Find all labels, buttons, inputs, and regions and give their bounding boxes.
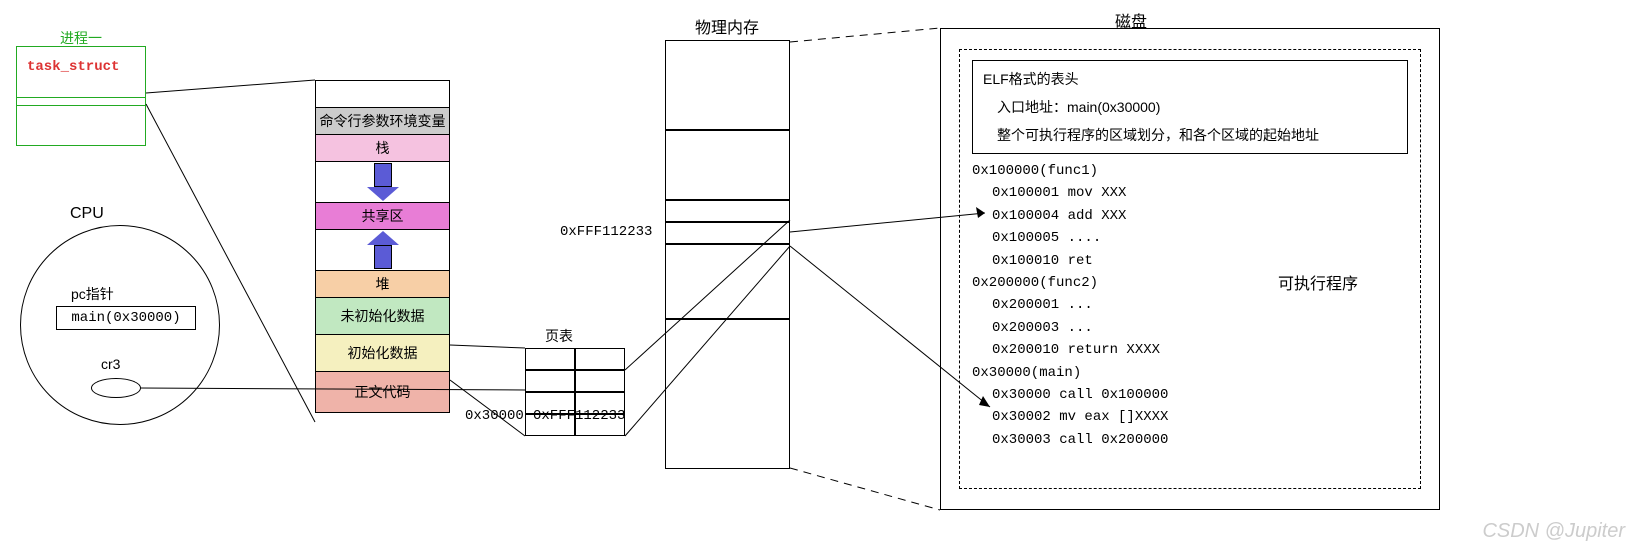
code-line: 0x30002 mv eax []XXXX bbox=[992, 406, 1408, 428]
pc-label: pc指针 bbox=[71, 284, 114, 304]
code-line: 0x100010 ret bbox=[992, 250, 1408, 272]
code-line: 0x200001 ... bbox=[992, 294, 1408, 316]
code-line: 0x30003 call 0x200000 bbox=[992, 429, 1408, 451]
page-table-addr-left: 0x30000 bbox=[465, 408, 524, 424]
vmem-segment: 共享区 bbox=[315, 202, 450, 230]
page-table-addr-right: 0xFFF112233 bbox=[533, 408, 625, 424]
elf-desc: 整个可执行程序的区域划分，和各个区域的起始地址 bbox=[997, 125, 1397, 145]
vmem-segment: 未初始化数据 bbox=[315, 297, 450, 335]
physical-memory-addr: 0xFFF112233 bbox=[560, 224, 652, 240]
code-block: 可执行程序 0x100000(func1)0x100001 mov XXX0x1… bbox=[972, 160, 1408, 451]
code-line: 0x100005 .... bbox=[992, 227, 1408, 249]
process-box: task_struct bbox=[16, 46, 146, 146]
vmem-segment: 栈 bbox=[315, 134, 450, 162]
code-line: 0x30000(main) bbox=[972, 362, 1408, 384]
elf-entry: 入口地址：main(0x30000) bbox=[997, 97, 1397, 117]
vmem-segment bbox=[315, 161, 450, 203]
code-line: 0x100000(func1) bbox=[972, 160, 1408, 182]
elf-header-title: ELF格式的表头 bbox=[983, 69, 1397, 89]
code-line: 0x200010 return XXXX bbox=[992, 339, 1408, 361]
cr3-ellipse bbox=[91, 378, 141, 398]
code-line: 0x100004 add XXX bbox=[992, 205, 1408, 227]
code-line: 0x30000 call 0x100000 bbox=[992, 384, 1408, 406]
disk-outer-box: ELF格式的表头 入口地址：main(0x30000) 整个可执行程序的区域划分… bbox=[940, 28, 1440, 510]
cpu-title: CPU bbox=[70, 205, 104, 223]
vmem-segment bbox=[315, 80, 450, 108]
physical-memory-title: 物理内存 bbox=[695, 14, 759, 38]
watermark: CSDN @Jupiter bbox=[1482, 520, 1625, 543]
vmem-segment: 命令行参数环境变量 bbox=[315, 107, 450, 135]
process-title: 进程一 bbox=[60, 28, 102, 48]
pc-value: main(0x30000) bbox=[71, 310, 180, 326]
elf-header-box: ELF格式的表头 入口地址：main(0x30000) 整个可执行程序的区域划分… bbox=[972, 60, 1408, 154]
task-struct-label: task_struct bbox=[27, 59, 119, 75]
page-table-title: 页表 bbox=[545, 326, 573, 346]
cpu-circle: pc指针 main(0x30000) cr3 bbox=[20, 225, 220, 425]
cr3-label: cr3 bbox=[101, 356, 120, 372]
pc-value-box: main(0x30000) bbox=[56, 306, 196, 330]
exe-label: 可执行程序 bbox=[1278, 270, 1358, 294]
disk-dashed-box: ELF格式的表头 入口地址：main(0x30000) 整个可执行程序的区域划分… bbox=[959, 49, 1421, 489]
vmem-column: 命令行参数环境变量栈共享区堆未初始化数据初始化数据正文代码 bbox=[315, 80, 450, 413]
vmem-segment: 堆 bbox=[315, 270, 450, 298]
code-line: 0x200003 ... bbox=[992, 317, 1408, 339]
vmem-segment bbox=[315, 229, 450, 271]
vmem-segment: 初始化数据 bbox=[315, 334, 450, 372]
physical-memory-column bbox=[665, 40, 790, 469]
vmem-segment: 正文代码 bbox=[315, 371, 450, 413]
arrow-up-icon bbox=[367, 231, 399, 269]
code-line: 0x100001 mov XXX bbox=[992, 182, 1408, 204]
arrow-down-icon bbox=[367, 163, 399, 201]
